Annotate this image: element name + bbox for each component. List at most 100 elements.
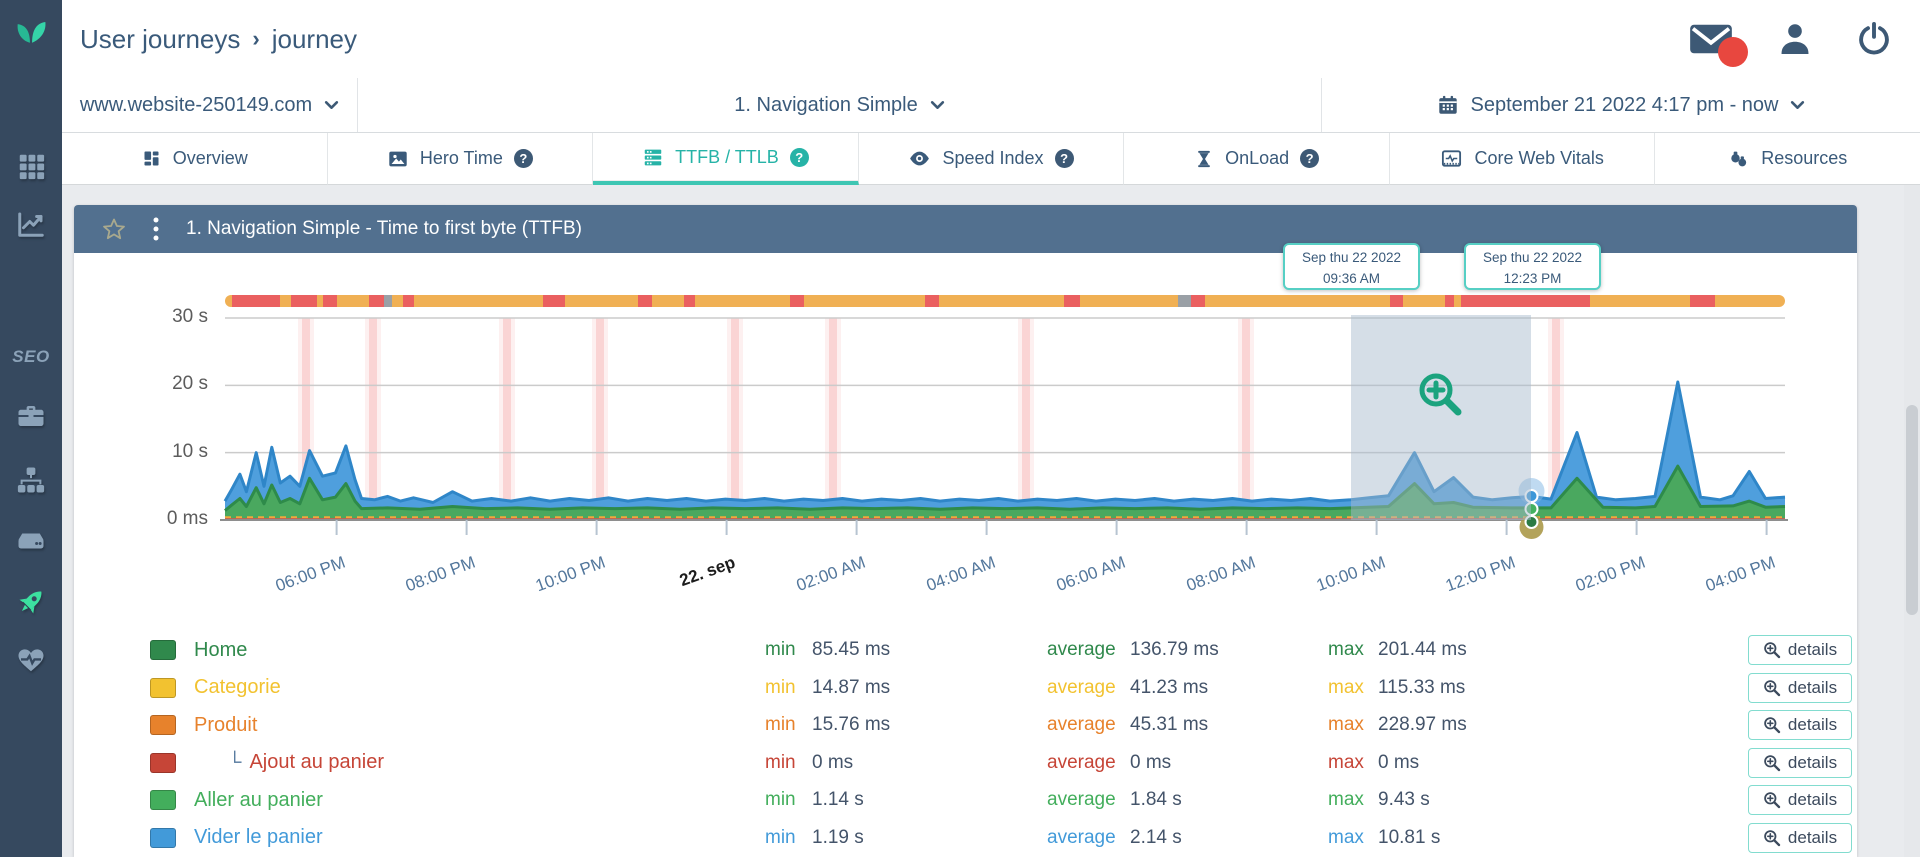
tab-resources[interactable]: Resources [1655, 133, 1920, 185]
incident-band [727, 318, 744, 520]
tab-speed-index[interactable]: Speed Index? [858, 133, 1125, 185]
status-strip-segment [939, 295, 1065, 307]
tab-core-web-vitals[interactable]: Core Web Vitals [1389, 133, 1656, 185]
legend-swatch[interactable] [150, 640, 176, 660]
app-logo[interactable] [0, 0, 62, 62]
status-strip-segment [1590, 295, 1690, 307]
y-axis-label: 30 s [172, 306, 208, 327]
average-label: average [1047, 789, 1116, 810]
breadcrumb-page[interactable]: journey [271, 23, 358, 54]
max-label: max [1328, 714, 1364, 735]
logout-button[interactable] [1856, 21, 1892, 57]
sidebar-item-toolbox[interactable] [0, 396, 62, 440]
status-strip-segment [317, 295, 324, 307]
status-strip-segment [1079, 295, 1179, 307]
sidebar-item-server[interactable] [0, 521, 62, 565]
details-button[interactable]: details [1748, 710, 1852, 740]
chart-tooltip: Sep thu 22 2022 12:23 PM [1464, 243, 1601, 290]
average-label: average [1047, 639, 1116, 660]
min-label: min [765, 639, 796, 660]
details-button[interactable]: details [1748, 785, 1852, 815]
breadcrumb: User journeys › journey [80, 0, 357, 78]
tab-onload[interactable]: OnLoad? [1124, 133, 1390, 185]
legend-series-label[interactable]: Vider le panier [194, 826, 323, 848]
sidebar-item-apps[interactable] [0, 146, 62, 190]
max-label: max [1328, 789, 1364, 810]
average-value: 0 ms [1130, 751, 1172, 773]
details-button[interactable]: details [1748, 747, 1852, 778]
min-label: min [765, 676, 796, 698]
tooltip-date: Sep thu 22 2022 [1482, 250, 1583, 265]
help-icon[interactable]: ? [789, 147, 809, 167]
legend-swatch[interactable] [150, 677, 176, 698]
sidebar-item-user-journeys[interactable] [0, 582, 62, 626]
status-strip-segment [391, 295, 403, 307]
magnifier-plus-icon [1413, 315, 1469, 520]
status-strip-segment [694, 295, 790, 307]
apps-grid-icon [16, 151, 46, 186]
sidebar-item-health[interactable] [0, 640, 62, 684]
tooltip-time: 09:36 AM [1322, 270, 1381, 286]
max-label: max [1328, 639, 1364, 660]
legend-series-label[interactable]: Produit [194, 713, 258, 736]
site-selector[interactable]: www.website-250149.com [62, 78, 358, 132]
average-value: 2.14 s [1130, 826, 1182, 848]
leaf-logo-icon [14, 14, 48, 48]
journey-selector[interactable]: 1. Navigation Simple [358, 78, 1322, 132]
legend-swatch[interactable] [150, 752, 176, 773]
sidebar-item-analytics[interactable] [0, 204, 62, 248]
details-magnifier-icon [1763, 716, 1781, 734]
tab-overview[interactable]: Overview [62, 133, 328, 185]
min-label: min [765, 751, 796, 773]
chart-zoom-selection[interactable] [1350, 315, 1532, 520]
tab-label: Overview [172, 148, 248, 168]
profile-button[interactable] [1776, 20, 1814, 58]
details-button[interactable]: details [1748, 635, 1852, 665]
scrollbar-thumb[interactable] [1906, 405, 1918, 615]
kebab-menu-icon[interactable] [152, 216, 160, 242]
breadcrumb-section[interactable]: User journeys [80, 23, 241, 54]
details-button[interactable]: details [1748, 672, 1852, 703]
max-label: max [1328, 751, 1364, 773]
incident-band [499, 318, 516, 520]
chevron-down-icon [1790, 100, 1805, 110]
sidebar-item-seo[interactable]: SEO [0, 335, 62, 379]
details-button[interactable]: details [1748, 822, 1852, 853]
legend-series-label[interactable]: Aller au panier [194, 788, 323, 811]
child-branch-glyph: └ [228, 751, 242, 773]
legend-series-label[interactable]: └ Ajout au panier [228, 751, 385, 773]
status-strip-segment [384, 295, 392, 307]
average-value: 1.84 s [1130, 789, 1182, 810]
status-strip-segment [368, 295, 385, 307]
sitemap-icon [16, 465, 46, 500]
hero-time-icon [387, 148, 409, 170]
help-icon[interactable]: ? [1300, 149, 1320, 168]
min-value: 1.14 s [812, 789, 864, 810]
status-strip-segment [1689, 295, 1715, 307]
legend-swatch[interactable] [150, 827, 176, 848]
daterange-selector[interactable]: September 21 2022 4:17 pm - now [1322, 78, 1920, 132]
tab-ttfb-ttlb[interactable]: TTFB / TTLB? [593, 133, 859, 185]
rocket-icon [15, 586, 47, 623]
help-icon[interactable]: ? [513, 149, 533, 168]
details-magnifier-icon [1763, 641, 1781, 659]
favorite-star-icon[interactable] [102, 217, 126, 241]
sidebar-item-sitemap[interactable] [0, 460, 62, 504]
average-value: 136.79 ms [1130, 639, 1219, 660]
legend-series-label[interactable]: Categorie [194, 676, 281, 698]
messages-button[interactable] [1688, 21, 1748, 67]
status-strip-segment [232, 295, 280, 307]
legend-swatch[interactable] [150, 715, 176, 735]
max-value: 10.81 s [1378, 826, 1441, 848]
help-icon[interactable]: ? [1054, 149, 1074, 168]
legend-swatch[interactable] [150, 790, 176, 810]
person-icon [1776, 20, 1814, 58]
incident-band [1548, 318, 1565, 520]
legend-series-label[interactable]: Home [194, 638, 248, 661]
status-strip-segment [803, 295, 926, 307]
heartbeat-icon [16, 645, 46, 680]
min-value: 0 ms [812, 751, 854, 773]
power-icon [1856, 21, 1892, 57]
tab-hero-time[interactable]: Hero Time? [327, 133, 594, 185]
status-strip-segment [565, 295, 639, 307]
